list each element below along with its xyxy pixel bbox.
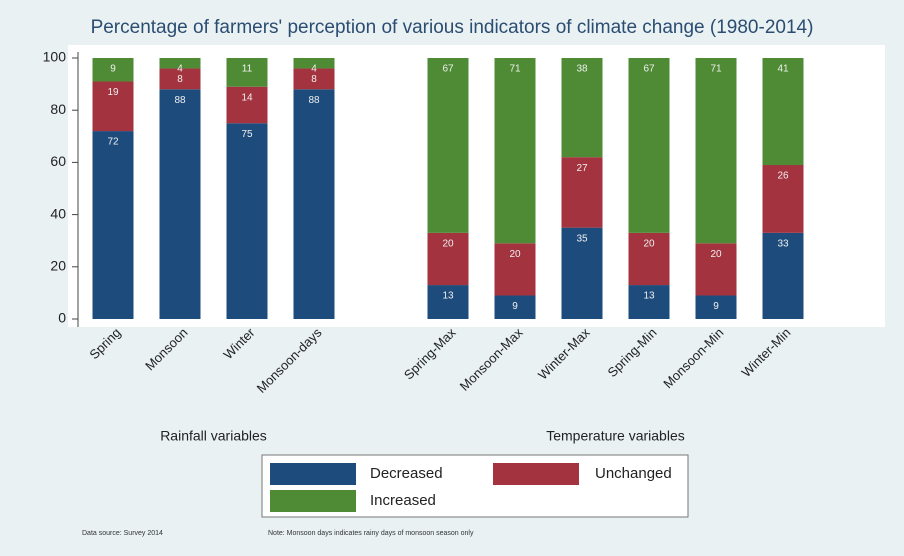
data-label: 14 [241,92,253,103]
y-tick-label: 20 [50,258,66,274]
legend-swatch [270,463,356,485]
data-label: 88 [174,95,186,106]
bar-segment [226,86,268,124]
data-label: 88 [308,95,320,106]
data-label: 33 [777,239,789,250]
data-label: 75 [241,129,253,140]
bar-segment [427,232,469,286]
data-label: 20 [643,239,655,250]
legend-label: Increased [370,492,436,509]
data-label: 13 [643,291,655,302]
y-tick-label: 40 [50,205,66,221]
data-label: 71 [710,64,722,75]
data-label: 19 [107,87,119,98]
data-label: 9 [110,64,116,75]
data-label: 9 [512,301,518,312]
bar-segment [92,131,134,319]
bar-segment [561,227,603,319]
bar-segment [561,157,603,228]
bar-segment [628,58,670,233]
bar-segment [159,89,201,319]
bar-segment [762,165,804,233]
bar-segment [762,232,804,319]
y-tick-label: 80 [50,101,66,117]
chart-title: Percentage of farmers' perception of var… [91,17,814,38]
data-label: 26 [777,171,789,182]
y-tick-label: 100 [43,49,67,65]
group-label: Rainfall variables [160,428,267,444]
data-label: 9 [713,301,719,312]
bar-segment [494,58,536,244]
legend-label: Decreased [370,465,443,482]
data-label: 71 [509,64,521,75]
data-label: 11 [242,64,253,75]
group-label: Temperature variables [546,428,685,444]
bar-segment [628,285,670,319]
data-label: 8 [177,74,183,85]
footnote: Note: Monsoon days indicates rainy days … [268,530,474,537]
data-label: 4 [177,64,183,75]
data-label: 72 [107,137,119,148]
bar-segment [226,58,268,87]
bar-segment [293,68,335,90]
bar-segment [293,89,335,319]
bar-segment [293,58,335,69]
data-label: 41 [777,64,789,75]
bar-segment [695,295,737,319]
bar-segment [762,58,804,166]
bar-segment [226,123,268,319]
y-tick-label: 0 [58,310,66,326]
bar-segment [695,243,737,296]
bar-segment [92,81,134,132]
data-label: 8 [311,74,317,85]
legend-swatch [270,490,356,512]
data-label: 20 [509,249,521,260]
y-tick-label: 60 [50,153,66,169]
data-label: 13 [442,291,454,302]
plot-area [68,45,885,327]
data-label: 20 [442,239,454,250]
data-label: 67 [442,64,454,75]
bar-segment [427,58,469,233]
source-note: Data source: Survey 2014 [82,530,163,537]
bar-segment [561,58,603,158]
legend-swatch [493,463,579,485]
data-label: 67 [643,64,655,75]
data-label: 20 [710,249,722,260]
bar-segment [159,58,201,69]
bar-segment [159,68,201,90]
data-label: 27 [576,163,588,174]
bar-segment [494,295,536,319]
data-label: 35 [576,233,588,244]
bar-segment [427,285,469,319]
bar-segment [92,58,134,82]
bar-segment [695,58,737,244]
bar-segment [628,232,670,286]
data-label: 4 [311,64,317,75]
data-label: 38 [576,64,588,75]
bar-segment [494,243,536,296]
legend-label: Unchanged [595,465,672,482]
